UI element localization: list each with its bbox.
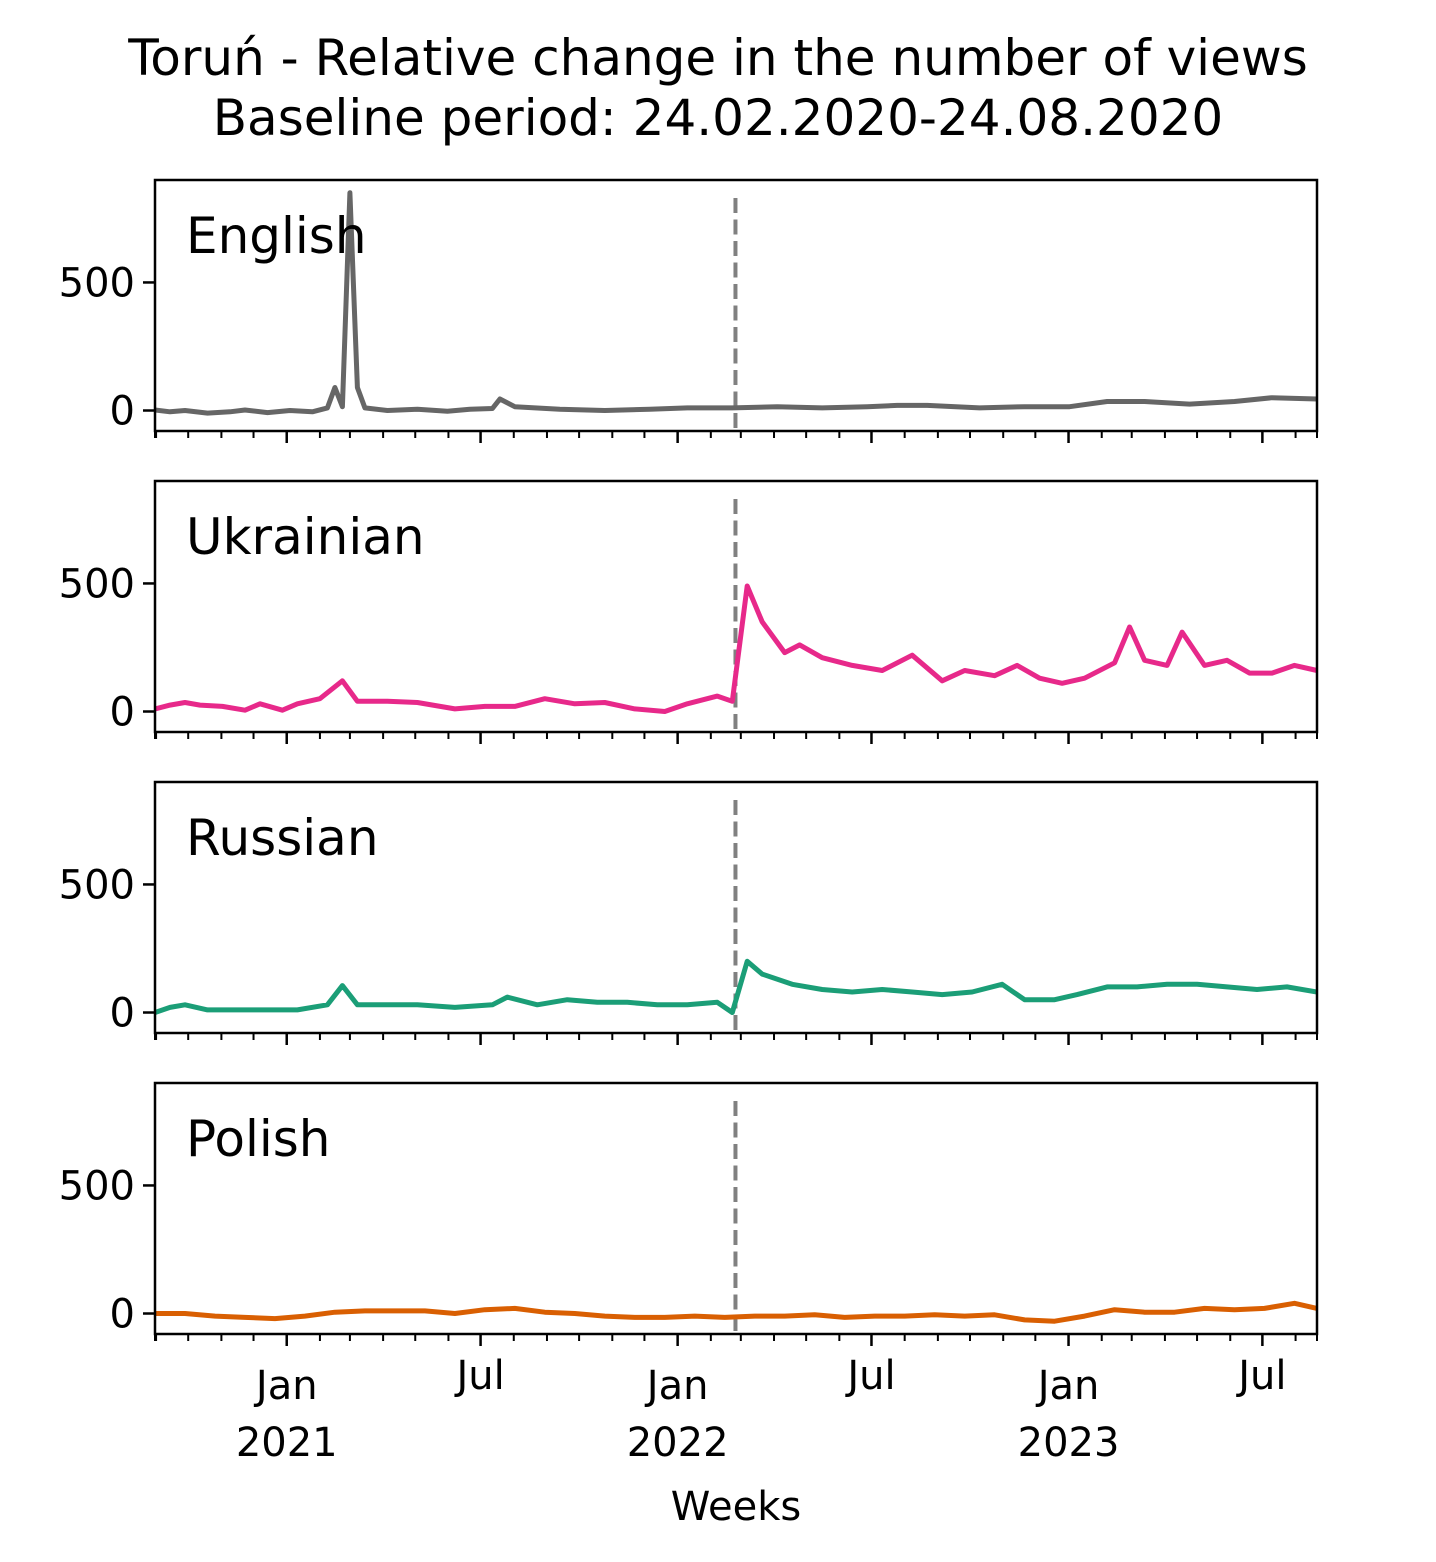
panel-polish-series-line: [155, 1300, 1317, 1324]
xtick-label-month: Jul: [453, 1353, 504, 1399]
xtick-label-month: Jul: [1235, 1353, 1286, 1399]
panel-ukrainian-label: Ukrainian: [186, 508, 425, 566]
xtick-label-year: 2023: [1018, 1420, 1120, 1466]
chart-title-block: Toruń - Relative change in the number of…: [0, 28, 1436, 148]
panel-ukrainian-ytick-label: 0: [110, 690, 135, 736]
panel-russian-label: Russian: [186, 809, 379, 867]
xtick-label-month: Jan: [1035, 1363, 1100, 1409]
panel-ukrainian-ytick-label: 500: [59, 561, 135, 607]
panel-ukrainian-frame: [153, 479, 1319, 734]
panel-english-ytick-label: 0: [110, 389, 135, 435]
chart-title: Toruń - Relative change in the number of…: [128, 29, 1308, 87]
x-axis-label: Weeks: [671, 1484, 801, 1530]
xtick-label-year: 2022: [627, 1420, 729, 1466]
panel-russian-frame: [153, 780, 1319, 1035]
panel-polish-ytick-label: 0: [110, 1292, 135, 1338]
panel-russian-ytick-label: 500: [59, 862, 135, 908]
panel-polish-frame: [153, 1081, 1319, 1336]
panel-english-label: English: [186, 207, 367, 265]
panel-english-series-line: [155, 190, 1317, 416]
panel-polish-label: Polish: [186, 1110, 330, 1168]
panel-english-frame: [153, 178, 1319, 433]
xtick-label-month: Jan: [644, 1363, 709, 1409]
panel-russian-ytick-label: 0: [110, 991, 135, 1037]
chart-subtitle: Baseline period: 24.02.2020-24.08.2020: [212, 89, 1224, 147]
xtick-label-month: Jan: [253, 1363, 318, 1409]
xtick-label-year: 2021: [236, 1420, 338, 1466]
panel-polish-ytick-label: 500: [59, 1163, 135, 1209]
panel-ukrainian-series-line: [155, 583, 1317, 714]
panel-russian-series-line: [155, 958, 1317, 1015]
xtick-label-month: Jul: [844, 1353, 895, 1399]
panel-english-ytick-label: 500: [59, 260, 135, 306]
